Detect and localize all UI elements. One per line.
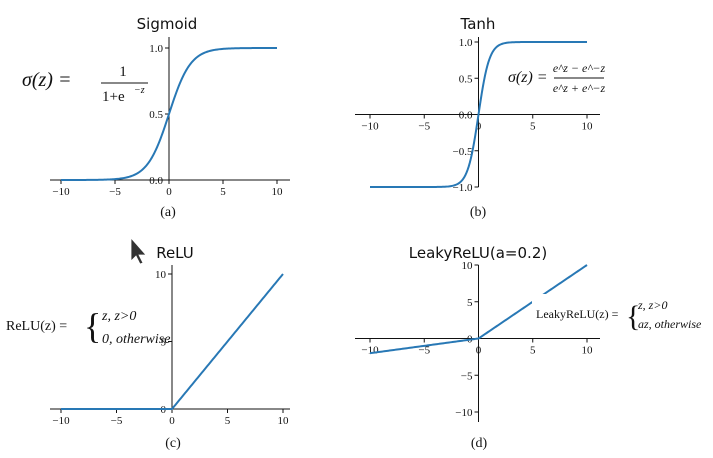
tanh-x-tick-label: 10 bbox=[582, 121, 594, 133]
tanh-formula-denominator: e^z + e^−z bbox=[553, 81, 606, 95]
tanh-y-tick-label: 0.5 bbox=[459, 73, 473, 85]
leakyrelu-formula: LeakyReLU(z) = { z, z>0 az, otherwise bbox=[532, 294, 712, 336]
leakyrelu-x-tick-label: −5 bbox=[418, 345, 430, 357]
leakyrelu-title: LeakyReLU(a=0.2) bbox=[409, 244, 547, 262]
relu-y-tick-label: 5 bbox=[161, 337, 167, 349]
leakyrelu-case-1: z, z>0 bbox=[637, 298, 667, 312]
relu-y-tick-label: 10 bbox=[155, 269, 167, 281]
tanh-x-tick-label: 0 bbox=[476, 121, 482, 133]
sigmoid-x-tick-label: −10 bbox=[52, 186, 70, 198]
leakyrelu-formula-lhs: LeakyReLU(z) = bbox=[536, 307, 619, 321]
sigmoid-curve bbox=[61, 47, 277, 181]
leakyrelu-case-2: az, otherwise bbox=[638, 317, 702, 331]
tanh-formula: σ(z) = e^z − e^−z e^z + e^−z bbox=[508, 61, 605, 95]
tanh-x-tick-label: 5 bbox=[530, 121, 536, 133]
sigmoid-x-tick-label: −5 bbox=[109, 186, 121, 198]
relu-curve bbox=[61, 273, 284, 410]
sigmoid-y-tick-label: 0.0 bbox=[149, 175, 163, 187]
relu-x-tick-label: 10 bbox=[278, 415, 290, 427]
tanh-y-tick-label: −1.0 bbox=[453, 182, 473, 194]
relu-case-1: z, z>0 bbox=[101, 309, 136, 324]
tanh-y-tick-label: −0.5 bbox=[453, 146, 473, 158]
tanh-x-tick-label: −10 bbox=[361, 121, 379, 133]
sigmoid-x-tick-label: 5 bbox=[220, 186, 226, 198]
sigmoid-plot: −10 −5 0 5 10 0.0 0.5 1.0 bbox=[50, 37, 290, 198]
sigmoid-y-tick-label: 1.0 bbox=[149, 43, 163, 55]
leakyrelu-x-tick-label: 10 bbox=[582, 345, 594, 357]
sigmoid-formula-lhs: σ(z) = bbox=[22, 69, 71, 91]
relu-case-2: 0, otherwise bbox=[102, 332, 170, 347]
leakyrelu-x-tick-label: 5 bbox=[530, 345, 536, 357]
leakyrelu-y-tick-label: 5 bbox=[467, 297, 473, 309]
relu-brace: { bbox=[84, 306, 101, 346]
leakyrelu-brace: { bbox=[626, 300, 640, 333]
sigmoid-formula: σ(z) = 1 1+e −z bbox=[22, 64, 148, 105]
sigmoid-formula-exponent: −z bbox=[134, 85, 145, 96]
panel-relu: ReLU ReLU(z) = { z, z>0 0, otherwise −10… bbox=[6, 244, 290, 451]
tanh-title: Tanh bbox=[460, 15, 496, 33]
sigmoid-y-tick-label: 0.5 bbox=[149, 109, 163, 121]
panel-sigmoid: Sigmoid σ(z) = 1 1+e −z −10 −5 0 5 10 0.0 0.5 1… bbox=[22, 15, 290, 220]
tanh-caption: (b) bbox=[470, 205, 487, 220]
leakyrelu-x-tick-label: 0 bbox=[476, 345, 482, 357]
tanh-formula-numerator: e^z − e^−z bbox=[553, 61, 606, 75]
relu-caption: (c) bbox=[165, 436, 181, 451]
sigmoid-formula-numerator: 1 bbox=[119, 64, 127, 80]
relu-title: ReLU bbox=[156, 244, 194, 262]
leakyrelu-curve bbox=[369, 264, 588, 355]
leakyrelu-x-tick-label: −10 bbox=[361, 345, 379, 357]
panel-tanh: Tanh −10 −5 0 5 10 −1.0 −0.5 0.0 0.5 1.0 σ(z) = e… bbox=[355, 15, 605, 220]
leakyrelu-y-tick-label: −10 bbox=[455, 407, 473, 419]
relu-x-tick-label: −5 bbox=[111, 415, 123, 427]
relu-formula-lhs: ReLU(z) = bbox=[6, 319, 67, 334]
tanh-x-tick-label: −5 bbox=[418, 121, 430, 133]
relu-formula: ReLU(z) = { z, z>0 0, otherwise bbox=[6, 306, 170, 347]
tanh-curve bbox=[370, 41, 587, 188]
tanh-plot: −10 −5 0 5 10 −1.0 −0.5 0.0 0.5 1.0 bbox=[355, 37, 600, 194]
sigmoid-x-tick-label: 10 bbox=[272, 186, 284, 198]
leakyrelu-y-tick-label: −5 bbox=[461, 370, 473, 382]
mouse-cursor-icon bbox=[130, 236, 147, 265]
leakyrelu-caption: (d) bbox=[471, 436, 488, 451]
tanh-y-tick-label: 1.0 bbox=[459, 37, 473, 49]
relu-x-tick-label: 5 bbox=[225, 415, 231, 427]
relu-x-tick-label: −10 bbox=[52, 415, 70, 427]
relu-x-tick-label: 0 bbox=[169, 415, 175, 427]
sigmoid-formula-denominator: 1+e bbox=[102, 89, 125, 105]
sigmoid-caption: (a) bbox=[160, 205, 176, 220]
tanh-formula-lhs: σ(z) = bbox=[508, 69, 548, 86]
sigmoid-x-tick-label: 0 bbox=[166, 186, 172, 198]
tanh-y-tick-label: 0.0 bbox=[459, 110, 473, 122]
leakyrelu-y-tick-label: 10 bbox=[462, 260, 474, 272]
leakyrelu-formula-background bbox=[532, 294, 712, 336]
sigmoid-title: Sigmoid bbox=[137, 15, 198, 33]
